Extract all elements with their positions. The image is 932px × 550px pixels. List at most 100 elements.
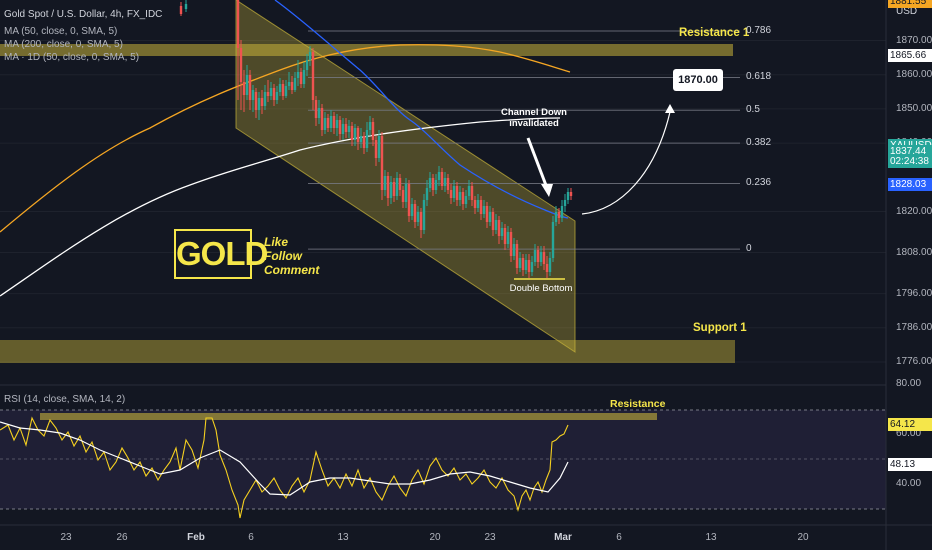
ma-legend: MA (50, close, 0, SMA, 5) MA (200, close… <box>4 25 139 64</box>
ma-50-legend: MA (50, close, 0, SMA, 5) <box>4 26 118 37</box>
candle-body <box>476 200 480 208</box>
candle-body <box>281 84 285 96</box>
double-bottom-label: Double Bottom <box>509 283 573 294</box>
candle-body <box>329 116 333 128</box>
cta-like: Like <box>264 235 289 249</box>
candle-body <box>413 204 417 222</box>
candle-body <box>284 86 288 96</box>
time-tick: 23 <box>484 532 496 543</box>
candle-body <box>569 192 573 196</box>
candle-body <box>542 252 546 264</box>
candle-body <box>263 92 267 106</box>
candle-body <box>359 136 363 142</box>
currency-label: USD <box>896 6 918 17</box>
candle-body <box>467 186 471 196</box>
resistance-1-zone <box>0 44 733 56</box>
candle-body <box>485 206 489 222</box>
candle-body <box>458 192 462 200</box>
candle-body <box>494 220 498 230</box>
candle-body <box>305 60 309 70</box>
candle-body <box>554 212 558 222</box>
support-1-zone <box>0 340 735 363</box>
candle-body <box>545 264 549 272</box>
channel-arrow <box>526 137 549 189</box>
price-tick: 1870.00 <box>896 34 932 46</box>
candle-body <box>452 186 456 198</box>
price-tag: 1865.66 <box>888 48 932 62</box>
candle-body <box>320 108 324 130</box>
support-1-label: Support 1 <box>693 322 747 334</box>
candle-body <box>275 92 279 100</box>
channel-label-line-1: Channel Down <box>501 107 567 118</box>
cta-follow: Follow <box>264 249 302 263</box>
time-tick: 6 <box>248 532 254 543</box>
candle-body <box>362 136 366 148</box>
candle-body <box>326 118 330 128</box>
candle-body <box>314 100 318 118</box>
candle-body <box>260 98 264 106</box>
candle-body <box>341 124 345 134</box>
cta-text: Like Follow Comment <box>264 235 319 277</box>
candle-body <box>365 130 369 148</box>
candle-body <box>317 108 321 118</box>
candle-body <box>461 192 465 204</box>
candle-body <box>353 128 357 140</box>
candle-body <box>527 260 531 272</box>
candle-body <box>184 4 188 9</box>
rsi-resistance-label: Resistance <box>610 398 666 410</box>
candle-body <box>236 0 240 48</box>
candle-body <box>410 204 414 216</box>
price-tick: 1860.00 <box>896 68 932 80</box>
candle-body <box>350 126 354 140</box>
rsi-tag: 48.13 <box>888 457 932 471</box>
candle-body <box>371 122 375 140</box>
candle-body <box>518 258 522 268</box>
candle-body <box>497 220 501 236</box>
candle-body <box>254 92 258 110</box>
price-tag: 1881.55 <box>888 0 932 8</box>
candle-body <box>269 88 273 96</box>
time-tick: 20 <box>797 532 809 543</box>
candle-body <box>503 228 507 244</box>
candle-body <box>473 200 477 208</box>
candle-body <box>251 90 255 100</box>
projection-curve <box>581 111 671 215</box>
candle-body <box>257 98 261 110</box>
candle-body <box>392 182 396 196</box>
time-tick: 13 <box>337 532 349 543</box>
candle-body <box>296 72 300 78</box>
candle-body <box>440 172 444 186</box>
candle-body <box>515 244 519 268</box>
candle-body <box>509 232 513 256</box>
candle-body <box>266 92 270 96</box>
fib-label-0.236: 0.236 <box>746 177 772 189</box>
candle-body <box>290 82 294 90</box>
time-tick: 13 <box>705 532 717 543</box>
candle-body <box>242 82 246 95</box>
candle-body <box>389 182 393 198</box>
candle-body <box>512 244 516 256</box>
time-tick: 26 <box>116 532 128 543</box>
projection-arrow-head <box>665 104 675 113</box>
candle-body <box>383 176 387 190</box>
fib-label-0.5: 0.5 <box>746 104 760 116</box>
price-tick: 1850.00 <box>896 102 932 114</box>
candle-body <box>479 200 483 214</box>
rsi-tick: 40.00 <box>896 478 922 489</box>
channel-arrow-head <box>541 184 553 197</box>
candle-body <box>239 48 243 82</box>
candle-body <box>278 84 282 92</box>
candle-body <box>536 250 540 262</box>
candle-body <box>563 200 567 206</box>
rsi-legend: RSI (14, close, SMA, 14, 2) <box>4 394 126 405</box>
symbol-title: Gold Spot / U.S. Dollar, 4h, FX_IDC <box>4 9 163 20</box>
candle-body <box>299 72 303 84</box>
price-tag: 02:24:38 <box>888 155 932 169</box>
candle-body <box>437 172 441 180</box>
candle-body <box>506 232 510 244</box>
price-tick: 1796.00 <box>896 287 932 299</box>
candle-body <box>395 178 399 196</box>
candle-body <box>449 190 453 198</box>
rsi-tick: 80.00 <box>896 378 922 389</box>
